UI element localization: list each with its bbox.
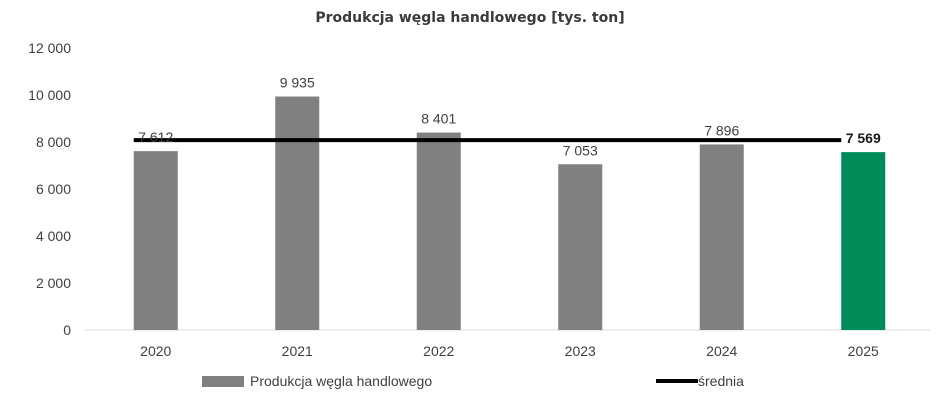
y-tick-label: 12 000 [28, 40, 71, 56]
bar-2025 [841, 152, 886, 330]
bar-2023 [558, 164, 603, 330]
x-tick-label: 2025 [848, 343, 879, 359]
y-tick-label: 2 000 [36, 275, 71, 291]
y-tick-label: 8 000 [36, 134, 71, 150]
y-tick-label: 6 000 [36, 181, 71, 197]
data-label-2023: 7 053 [563, 142, 598, 158]
x-axis: 2020 2021 2022 2023 2024 2025 [140, 343, 879, 359]
x-tick-label: 2022 [423, 343, 454, 359]
bar-2024 [699, 144, 744, 330]
bar-2020 [133, 151, 178, 330]
y-tick-label: 4 000 [36, 228, 71, 244]
data-labels: 7 612 9 935 8 401 7 053 7 896 7 569 [138, 75, 881, 159]
data-label-2025: 7 569 [846, 130, 881, 146]
y-tick-label: 10 000 [28, 87, 71, 103]
legend: Produkcja węgla handlowego średnia [202, 373, 744, 389]
y-tick-label: 0 [63, 322, 71, 338]
data-label-2020: 7 612 [138, 129, 173, 145]
legend-swatch-bar [202, 376, 244, 387]
data-label-2021: 9 935 [280, 75, 315, 91]
x-tick-label: 2020 [140, 343, 171, 359]
x-tick-label: 2023 [565, 343, 596, 359]
data-label-2024: 7 896 [704, 122, 739, 138]
legend-label-bar: Produkcja węgla handlowego [250, 373, 432, 389]
data-label-2022: 8 401 [421, 111, 456, 127]
chart-title: Produkcja węgla handlowego [tys. ton] [315, 10, 624, 26]
legend-label-line: średnia [698, 373, 744, 389]
x-tick-label: 2021 [282, 343, 313, 359]
bar-2021 [275, 96, 320, 330]
bar-2022 [416, 132, 461, 330]
y-axis: 0 2 000 4 000 6 000 8 000 10 000 12 000 [28, 40, 71, 338]
bar-group [133, 96, 886, 330]
x-tick-label: 2024 [706, 343, 737, 359]
